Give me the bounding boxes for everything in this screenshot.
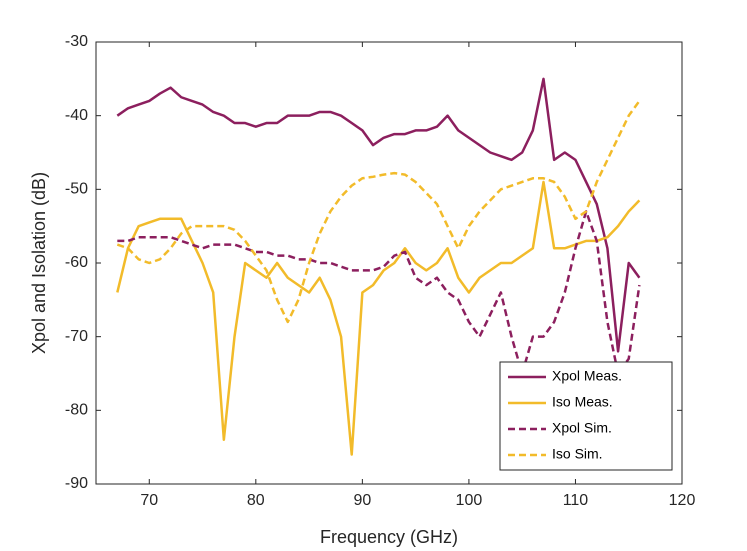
series-line (116, 77, 641, 353)
legend-label: Iso Sim. (552, 446, 603, 462)
x-axis-label: Frequency (GHz) (320, 527, 458, 547)
x-tick-label: 80 (247, 492, 265, 509)
x-tick-label: 90 (353, 492, 371, 509)
y-axis-label: Xpol and Isolation (dB) (29, 172, 49, 354)
x-tick-label: 110 (563, 492, 589, 509)
axes-box (95, 41, 683, 485)
y-tick-label: -40 (65, 107, 88, 124)
y-tick-label: -60 (65, 254, 88, 271)
legend-label: Xpol Meas. (552, 368, 622, 384)
y-tick-label: -90 (65, 475, 88, 492)
series-line (116, 180, 641, 456)
y-tick-label: -50 (65, 181, 88, 198)
legend-label: Xpol Sim. (552, 420, 612, 436)
x-tick-label: 70 (140, 492, 158, 509)
y-tick-label: -70 (65, 328, 88, 345)
legend: Xpol Meas. Iso Meas. Xpol Sim. Iso Sim. (499, 361, 673, 471)
y-tick-label: -30 (65, 33, 88, 50)
legend-label: Iso Meas. (552, 394, 613, 410)
series-line (117, 210, 641, 375)
x-tick-label: 100 (456, 492, 483, 509)
y-tick-label: -80 (65, 402, 88, 419)
legend-box (499, 361, 673, 471)
x-tick-label: 120 (669, 492, 696, 509)
series-line (116, 100, 641, 324)
